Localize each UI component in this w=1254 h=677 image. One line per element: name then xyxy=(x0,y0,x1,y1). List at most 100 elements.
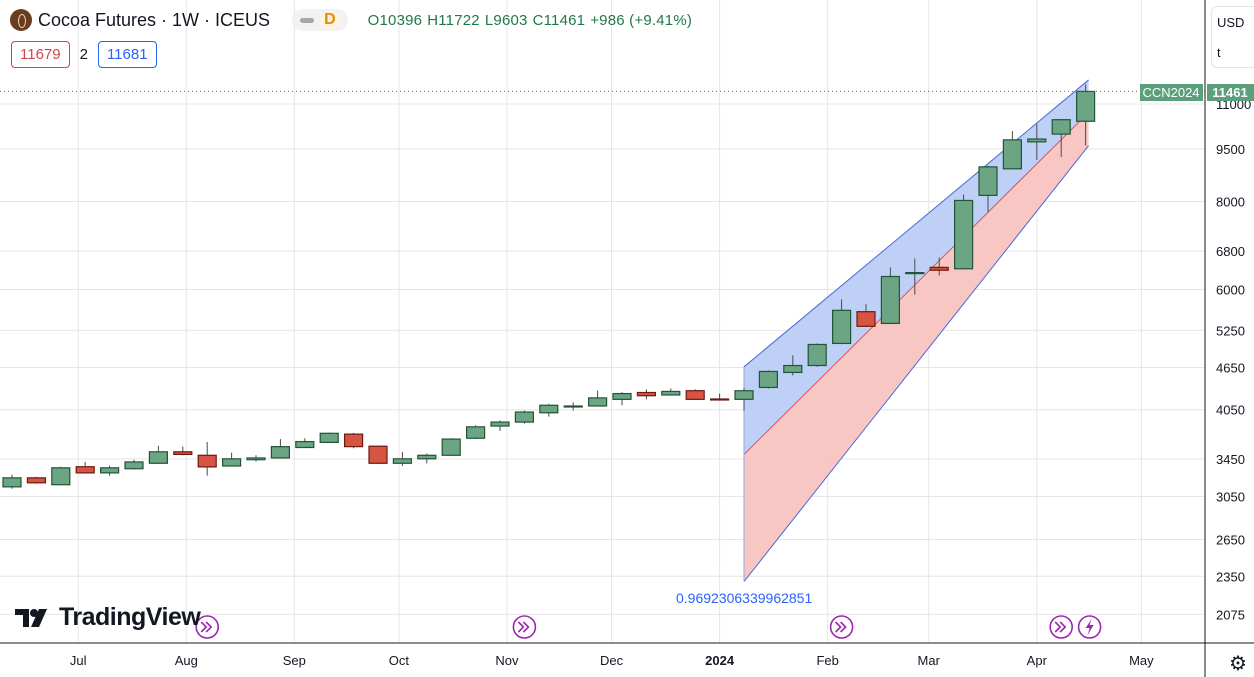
ohlc-values: O10396 H11722 L9603 C11461 +986 (+9.41%) xyxy=(368,12,697,29)
price-tick-label: 2350 xyxy=(1216,569,1245,584)
candle-body xyxy=(1075,90,1096,122)
price-tick-label: 6800 xyxy=(1216,244,1245,259)
candle-body xyxy=(831,309,852,345)
high-value: H11722 xyxy=(427,11,480,29)
price-axis[interactable]: 1100095008000680060005250465040503450305… xyxy=(1216,97,1251,622)
regression-channel[interactable] xyxy=(743,79,1089,582)
events xyxy=(195,615,1102,639)
candle-body xyxy=(929,266,949,271)
settings-gear-icon[interactable]: ⚙ xyxy=(1229,653,1247,675)
candle-body xyxy=(587,397,608,407)
lightning-glyph xyxy=(1085,619,1094,635)
candle-body xyxy=(99,467,120,474)
candle-body xyxy=(905,272,925,275)
grid xyxy=(0,0,1205,643)
candle-body xyxy=(685,390,705,400)
arrow-glyph xyxy=(517,621,530,633)
tradingview-logo[interactable]: TradingView xyxy=(15,603,201,632)
candle-body xyxy=(612,392,632,400)
price-tick-label: 9500 xyxy=(1216,142,1245,157)
time-tick-label: Dec xyxy=(600,653,624,668)
buy-button[interactable]: 11681 xyxy=(97,41,157,68)
candle-body xyxy=(1002,139,1023,170)
symbol-label-bg xyxy=(1140,84,1203,101)
last-price-label: CCN2024 11461 xyxy=(1140,84,1254,101)
candle-body xyxy=(270,446,290,459)
time-tick-label: Feb xyxy=(816,653,838,668)
last-price-value: 11461 xyxy=(1212,85,1247,100)
price-tick-label: 4650 xyxy=(1216,360,1245,375)
open-value: O10396 xyxy=(367,11,423,29)
channel-upper-fill xyxy=(744,79,1089,455)
candle-body xyxy=(636,391,657,397)
trade-buttons: 11679 2 11681 xyxy=(11,41,157,68)
candle-body xyxy=(197,454,217,468)
price-tick-label: 8000 xyxy=(1216,194,1245,209)
currency-label: USD xyxy=(1217,15,1245,30)
candle-body xyxy=(26,477,46,484)
candle-body xyxy=(344,433,364,448)
sell-button[interactable]: 11679 xyxy=(11,41,70,68)
low-value: L9603 xyxy=(484,11,528,29)
arrow-glyph xyxy=(1054,621,1067,633)
candle-body xyxy=(319,432,339,444)
candle-body xyxy=(466,426,486,439)
currency-unit-selector[interactable]: USD t xyxy=(1211,6,1254,68)
delayed-badge[interactable]: D xyxy=(292,9,348,31)
candle-body xyxy=(807,343,827,367)
candle-body xyxy=(953,199,974,270)
price-tick-label: 4050 xyxy=(1216,403,1245,418)
symbol-title[interactable]: Cocoa Futures · 1W · ICEUS xyxy=(38,9,271,30)
candle-body xyxy=(1051,119,1071,135)
time-tick-label: Oct xyxy=(389,653,410,668)
time-tick-label: Sep xyxy=(283,653,306,668)
candle-body xyxy=(758,370,779,389)
tradingview-wordmark: TradingView xyxy=(59,603,201,631)
candle-body xyxy=(441,438,461,456)
candle-body xyxy=(295,440,315,449)
price-tick-label: 2075 xyxy=(1216,607,1245,622)
time-tick-label: May xyxy=(1129,653,1154,668)
candle-body xyxy=(75,466,95,474)
candle-body xyxy=(51,467,71,486)
candle-body xyxy=(539,404,559,414)
cocoa-logo-icon xyxy=(10,9,32,31)
symbol-label: CCN2024 xyxy=(1142,85,1199,100)
time-tick-label: Nov xyxy=(495,653,519,668)
symbol-header: Cocoa Futures · 1W · ICEUS D O10396 H1172… xyxy=(10,9,697,31)
candle-body xyxy=(368,445,388,464)
candle-body xyxy=(124,461,144,470)
candle-body xyxy=(514,411,535,423)
price-tick-label: 3050 xyxy=(1216,490,1245,505)
arrow-glyph xyxy=(835,621,847,633)
time-tick-label: Jul xyxy=(70,653,87,668)
price-tick-label: 2650 xyxy=(1216,533,1245,548)
market-status-icon xyxy=(300,17,315,23)
close-value: C11461 xyxy=(532,11,586,29)
candle-body xyxy=(783,364,803,374)
candle-body xyxy=(173,451,193,456)
channel-middle-line xyxy=(743,112,1089,455)
time-tick-label: Mar xyxy=(918,653,941,668)
candle-body xyxy=(392,458,412,464)
candle-body xyxy=(2,477,22,488)
channel-upper-line xyxy=(743,79,1089,368)
candle-body xyxy=(148,451,168,464)
candle-body xyxy=(734,390,754,400)
spread-value: 2 xyxy=(79,46,88,63)
channel-lower-fill xyxy=(744,112,1089,582)
price-tick-label: 5250 xyxy=(1216,323,1245,338)
candle-body xyxy=(246,457,266,461)
time-tick-label: Aug xyxy=(175,653,198,668)
candle-body xyxy=(880,275,901,325)
candle-body xyxy=(709,398,730,401)
time-axis[interactable]: Jul Aug Sep Oct Nov Dec 2024 Feb Mar Apr May xyxy=(70,653,1154,668)
candle-body xyxy=(661,390,681,396)
change-value: +986 (+9.41%) xyxy=(590,11,693,29)
candle-body xyxy=(563,405,583,408)
time-tick-label: 2024 xyxy=(705,653,735,668)
candle-body xyxy=(978,166,998,196)
candle-body xyxy=(222,458,242,467)
price-tick-label: 6000 xyxy=(1216,282,1245,297)
